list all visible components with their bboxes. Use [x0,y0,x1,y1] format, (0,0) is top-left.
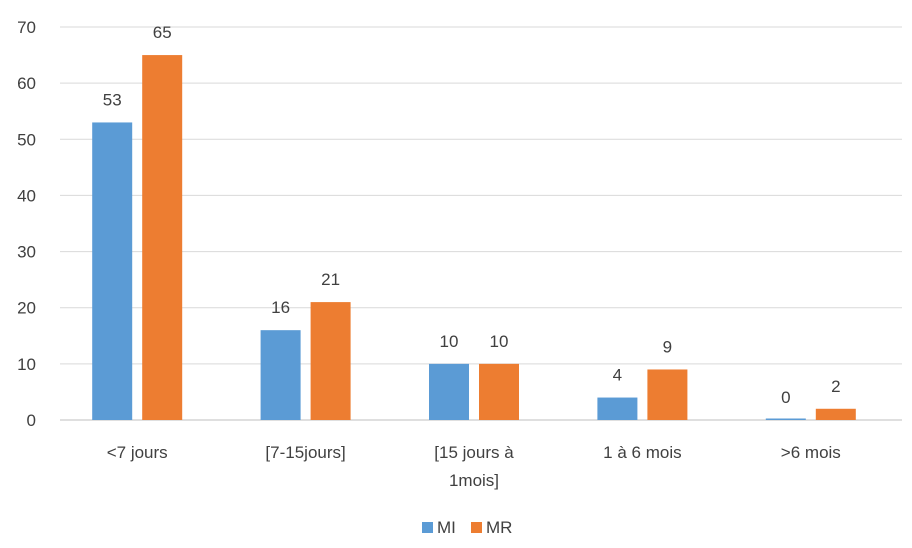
data-label: 16 [271,298,290,317]
bar-mi [429,363,469,420]
bar-mi [260,330,301,420]
legend-label-mr: MR [486,518,512,537]
bars [92,55,856,420]
bar-mi [597,397,638,420]
bar-mi [92,122,133,420]
data-label: 0 [781,388,790,407]
legend-swatch-mi [422,522,433,533]
y-tick-label: 0 [27,411,36,430]
x-category-label: >6 mois [781,443,841,462]
x-category-label: 1 à 6 mois [603,443,681,462]
y-tick-label: 10 [17,355,36,374]
bar-mr [310,302,351,420]
y-tick-label: 50 [17,130,36,149]
y-tick-label: 70 [17,18,36,37]
bar-mi [765,418,806,420]
legend-label-mi: MI [437,518,456,537]
data-label: 21 [321,270,340,289]
data-label: 4 [613,366,622,385]
bar-mr [647,369,688,420]
data-label: 10 [440,332,459,351]
x-category-label: [7-15jours] [265,443,345,462]
x-category-label: <7 jours [107,443,168,462]
y-tick-label: 20 [17,299,36,318]
bar-mr [479,363,519,420]
data-label: 9 [663,337,672,356]
legend: MI MR [422,518,512,537]
x-category-label: [15 jours à 1mois] [434,443,514,490]
y-tick-label: 30 [17,243,36,262]
x-axis-categories: <7 jours [7-15jours] [15 jours à 1mois] 1 à … [107,443,841,490]
data-label: 65 [153,23,172,42]
bar-mr [815,408,856,420]
y-axis-ticks: 0 10 20 30 40 50 60 70 [17,18,36,430]
legend-swatch-mr [471,522,482,533]
y-tick-label: 40 [17,186,36,205]
bar-mr [142,55,183,420]
data-label: 2 [831,377,840,396]
data-label: 10 [490,332,509,351]
y-tick-label: 60 [17,74,36,93]
gridlines [60,26,902,421]
data-labels: 53 65 16 21 10 10 4 9 0 2 [103,23,841,407]
data-label: 53 [103,90,122,109]
